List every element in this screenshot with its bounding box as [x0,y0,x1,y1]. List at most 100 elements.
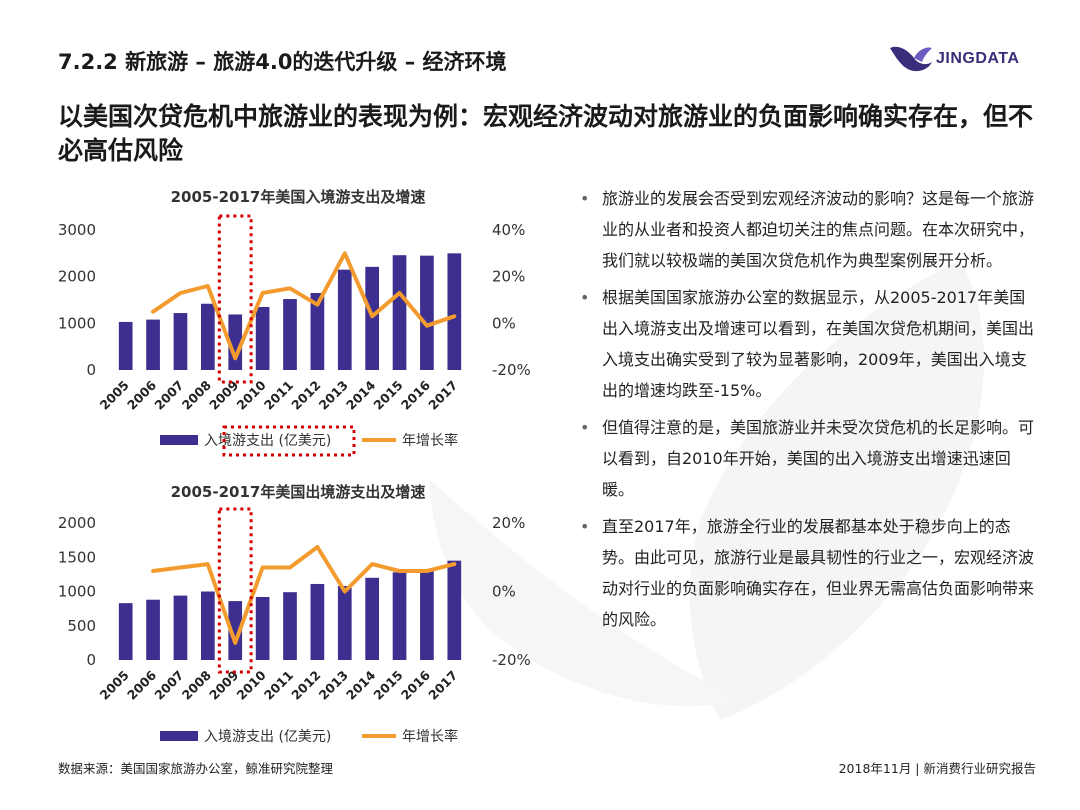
chart-title: 2005-2017年美国出境游支出及增速 [171,483,426,501]
right-axis-tick: -20% [492,651,531,669]
legend-line-label: 年增长率 [402,728,458,745]
bar-2011 [283,299,297,370]
right-axis-tick: 20% [492,514,525,532]
bar-2008 [201,303,215,370]
bullet-text: 根据美国国家旅游办公室的数据显示，从2005-2017年美国出入境游支出及增速可… [602,288,1035,400]
x-axis-tick: 2014 [343,667,378,702]
bar-2006 [146,599,160,660]
outbound-spending-chart: 2005-2017年美国出境游支出及增速 2000 1500 1000 500 0 20… [58,483,531,745]
growth-rate-line [151,545,457,645]
x-axis-tick: 2012 [288,668,323,703]
left-axis-tick: 1000 [58,314,96,332]
right-axis-tick: 0% [492,583,516,601]
legend-line-label: 年增长率 [402,432,458,449]
headline: 以美国次贷危机中旅游业的表现为例：宏观经济波动对旅游业的负面影响确实存在，但不必… [58,102,1034,165]
bar-2010 [255,307,270,370]
inbound-spending-chart: 2005-2017年美国入境游支出及增速 3000 2000 1000 0 40% 20… [58,188,531,457]
x-axis-tick: 2009 [206,668,241,703]
bar-2016 [420,570,434,660]
x-axis-tick: 2008 [179,378,214,413]
bar-2016 [420,255,434,370]
left-axis-tick: 3000 [58,221,96,239]
bar-2017 [447,560,462,660]
right-axis-tick: 0% [492,314,516,332]
bullet-dot-icon: • [580,418,590,437]
bar-2007 [173,595,188,660]
section-title: 7.2.2 新旅游 – 旅游4.0的迭代升级 – 经济环境 [58,50,507,74]
left-axis-tick: 2000 [58,268,96,286]
left-axis-tick: 2000 [58,514,96,532]
highlight-2009-column [217,214,253,384]
bullet-text: 但值得注意的是，美国旅游业并未受次贷危机的长足影响。可以看到，自2010年开始，… [602,418,1035,499]
x-axis-tick: 2005 [97,378,132,413]
x-axis-tick: 2015 [370,668,405,703]
x-axis-tick: 2011 [261,668,296,703]
report-info: 2018年11月 | 新消费行业研究报告 [838,761,1036,776]
bar-2009 [228,601,243,660]
left-axis-tick: 0 [86,361,96,379]
left-axis-tick: 1000 [58,583,96,601]
bullet-item: • 直至2017年，旅游全行业的发展都基本处于稳步向上的态势。由此可见，旅游行业是… [578,511,1038,635]
x-axis-tick: 2017 [425,378,460,413]
left-axis-tick: 500 [67,617,96,635]
x-axis-tick: 2016 [398,377,433,412]
chart-title: 2005-2017年美国入境游支出及增速 [171,188,426,206]
bar-2006 [146,319,160,370]
bar-2013 [337,269,352,370]
right-axis-tick: 40% [492,221,525,239]
left-axis-tick: 0 [86,651,96,669]
bar-2017 [447,253,462,370]
bullet-text: 旅游业的发展会否受到宏观经济波动的影响？这是每一个旅游业的从业者和投资人都迫切关… [602,189,1035,270]
bar-2014 [365,266,379,370]
x-axis-tick: 2016 [398,667,433,702]
bullet-text: 直至2017年，旅游全行业的发展都基本处于稳步向上的态势。由此可见，旅游行业是最… [602,517,1035,629]
bar-2005 [118,321,133,370]
x-axis-tick: 2007 [151,378,186,413]
legend-bar-label: 入境游支出 (亿美元) [204,433,331,449]
highlight-2009-column [217,507,253,674]
bar-2008 [201,591,215,660]
logo-text: JINGDATA [936,50,1020,67]
legend-bar-swatch [160,731,198,741]
bar-2013 [337,586,352,660]
right-axis-tick: 20% [492,268,525,286]
x-axis-tick: 2015 [370,378,405,413]
x-axis-tick: 2017 [425,668,460,703]
bullet-item: • 旅游业的发展会否受到宏观经济波动的影响？这是每一个旅游业的从业者和投资人都迫切… [578,183,1038,276]
bar-2015 [392,255,407,370]
bar-2011 [283,592,297,660]
bar-2012 [310,583,325,660]
growth-rate-line [151,251,457,361]
x-axis-tick: 2012 [288,378,323,413]
legend-bar-label: 入境游支出 (亿美元) [204,729,331,745]
x-axis-tick: 2006 [124,377,159,412]
bullet-item: • 但值得注意的是，美国旅游业并未受次贷危机的长足影响。可以看到，自2010年开始… [578,412,1038,505]
x-axis-tick: 2011 [261,378,296,413]
bar-2012 [310,293,325,370]
x-axis-tick: 2013 [316,668,351,703]
bullet-dot-icon: • [580,288,590,307]
right-axis-tick: -20% [492,361,531,379]
x-axis-tick: 2013 [316,378,351,413]
bar-2007 [173,313,188,370]
x-axis-tick: 2005 [97,668,132,703]
bar-2014 [365,577,379,660]
x-axis-tick: 2007 [151,668,186,703]
bullet-dot-icon: • [580,189,590,208]
analysis-bullets: • 旅游业的发展会否受到宏观经济波动的影响？这是每一个旅游业的从业者和投资人都迫切… [578,183,1038,641]
x-axis-tick: 2006 [124,667,159,702]
left-axis-tick: 1500 [58,548,96,566]
bullet-dot-icon: • [580,517,590,536]
x-axis-tick: 2008 [179,668,214,703]
bar-2005 [118,603,133,660]
whale-icon [890,46,932,72]
bar-2010 [255,596,270,660]
bar-2015 [392,572,407,660]
legend-bar-swatch [160,435,198,445]
jingdata-logo: JINGDATA [888,40,1038,80]
x-axis-tick: 2010 [234,667,269,702]
highlight-legend-unit [222,425,356,457]
x-axis-tick: 2014 [343,377,378,412]
data-source: 数据来源：美国国家旅游办公室，鲸准研究院整理 [58,761,334,776]
